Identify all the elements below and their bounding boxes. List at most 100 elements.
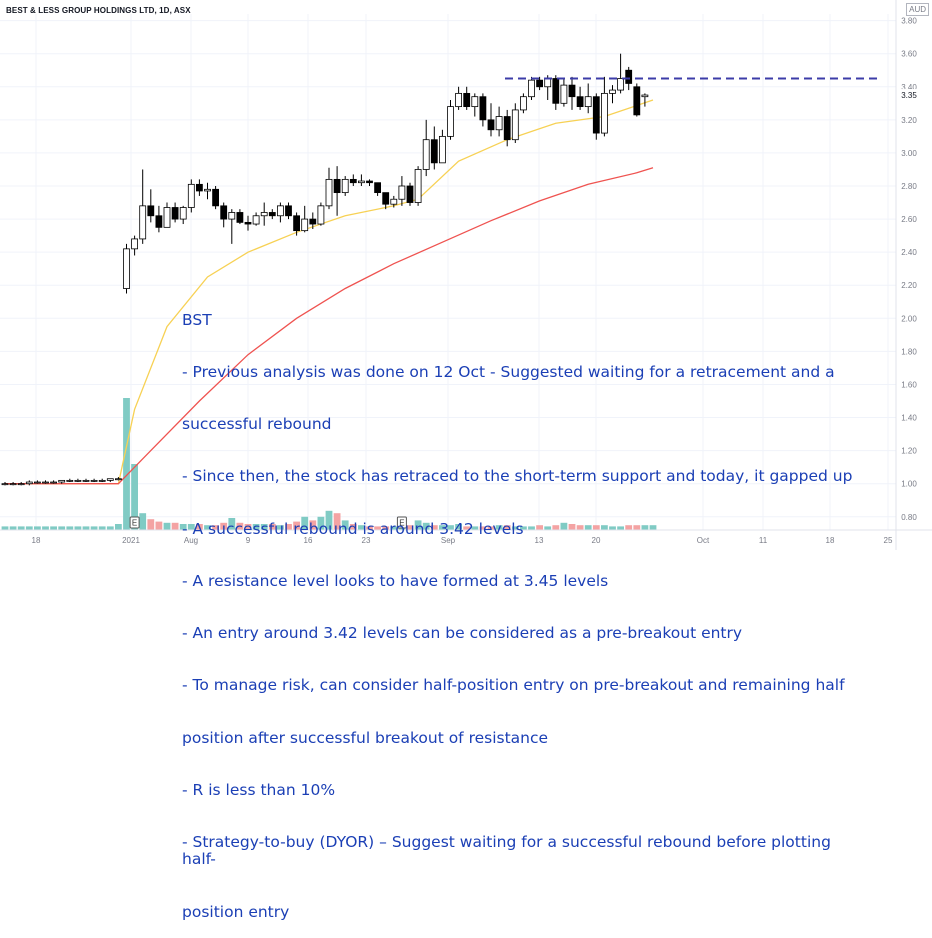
volume-bar [511, 526, 519, 530]
long-moving-average-line [5, 167, 654, 485]
volume-bar [625, 525, 633, 530]
volume-bar [430, 525, 438, 530]
candle-body [17, 483, 25, 486]
y-tick-label: 1.80 [901, 347, 917, 356]
candle-body [447, 106, 454, 137]
volume-bar [576, 525, 584, 530]
volume-bar [601, 525, 608, 530]
volume-bar [617, 526, 624, 530]
currency-label: AUD [906, 3, 929, 16]
volume-bar [552, 525, 560, 530]
volume-bar [90, 526, 98, 530]
candle-body [317, 205, 325, 225]
volume-bar [155, 521, 163, 530]
candle-body [163, 207, 171, 228]
candle-body [406, 185, 414, 203]
annotation-line: - A resistance level looks to have forme… [182, 571, 609, 590]
volume-bar [196, 524, 203, 530]
candle-body [398, 185, 406, 200]
volume-bar [333, 513, 341, 530]
volume-bar [58, 526, 66, 530]
y-tick-label: 0.80 [901, 513, 917, 522]
volume-bar [592, 525, 600, 530]
volume-bar [584, 525, 592, 530]
volume-bar [115, 524, 122, 530]
candle-body [179, 207, 187, 220]
volume-bar [536, 525, 543, 530]
volume-bar [1, 526, 9, 530]
volume-bar [633, 525, 641, 530]
candle-body [487, 119, 495, 131]
volume-bar [301, 516, 309, 530]
volume-bar [220, 522, 228, 530]
volume-bar [406, 525, 414, 530]
volume-bar [268, 524, 276, 530]
candle-body [74, 479, 82, 482]
x-tick-label: 18 [32, 536, 41, 545]
volume-bar [163, 522, 171, 530]
candle-body [382, 192, 390, 205]
candle-body [301, 218, 309, 232]
volume-bar [123, 398, 130, 530]
candle-body [212, 188, 220, 207]
volume-bar [609, 526, 616, 530]
candle-body [244, 221, 252, 225]
volume-bar [447, 525, 454, 530]
candle-body [560, 84, 568, 104]
volume-bar [66, 526, 74, 530]
x-tick-label: Oct [697, 536, 710, 545]
annotation-line: position entry [182, 902, 290, 921]
y-tick-label: 1.40 [901, 414, 917, 423]
annotation-line: - To manage risk, can consider half-posi… [182, 676, 845, 695]
volume-bar [414, 520, 422, 530]
candle-body [228, 212, 236, 220]
volume-bar [147, 519, 155, 530]
volume-bar [463, 526, 471, 530]
candle-body [285, 205, 292, 217]
candle-body [479, 96, 487, 121]
y-tick-label: 3.80 [901, 17, 917, 26]
x-tick-label: Aug [184, 536, 198, 545]
candle-body [414, 169, 422, 203]
candle-body [633, 86, 641, 116]
candle-body [195, 183, 203, 192]
candle-body [50, 481, 57, 484]
y-tick-label: 2.80 [901, 182, 917, 191]
volume-bar [325, 510, 333, 530]
stock-chart[interactable]: 3.80 3.60 3.40 3.20 3.00 2.80 2.60 2.40 2.20 2.00… [0, 0, 932, 550]
candle-body [115, 478, 122, 481]
volume-bar [285, 524, 292, 530]
volume-bars [1, 398, 657, 530]
candle-body [187, 183, 195, 208]
candle-body [430, 139, 438, 164]
event-marker-label: E [399, 519, 404, 528]
candle-body [552, 78, 560, 104]
volume-bar [139, 513, 147, 530]
analysis-annotation: BST - Previous analysis was done on 12 O… [182, 277, 862, 938]
candle-body [58, 479, 66, 483]
candle-body [155, 215, 163, 228]
volume-bar [544, 526, 552, 530]
volume-bar [82, 526, 90, 530]
candle-body [366, 180, 373, 184]
annotation-line: - Strategy-to-buy (DYOR) – Suggest waiti… [182, 833, 836, 869]
axes: 3.80 3.60 3.40 3.20 3.00 2.80 2.60 2.40 2.20 2.00… [0, 0, 932, 550]
short-moving-average-line [5, 99, 654, 485]
volume-bar [212, 525, 219, 530]
grid-lines [0, 14, 896, 530]
annotation-line: - R is less than 10% [182, 780, 336, 799]
volume-bar [187, 524, 195, 530]
volume-bar [560, 522, 568, 530]
volume-bar [228, 518, 236, 530]
candle-body [1, 483, 9, 486]
volume-bar [528, 526, 535, 530]
volume-bar [17, 526, 25, 530]
x-tick-label: 13 [535, 536, 544, 545]
volume-bar [495, 525, 503, 530]
volume-bar [293, 521, 300, 530]
x-tick-label: 16 [304, 536, 313, 545]
candle-body [471, 96, 479, 108]
volume-bar [471, 526, 479, 530]
candle-body [495, 116, 503, 131]
volume-bar [9, 526, 17, 530]
